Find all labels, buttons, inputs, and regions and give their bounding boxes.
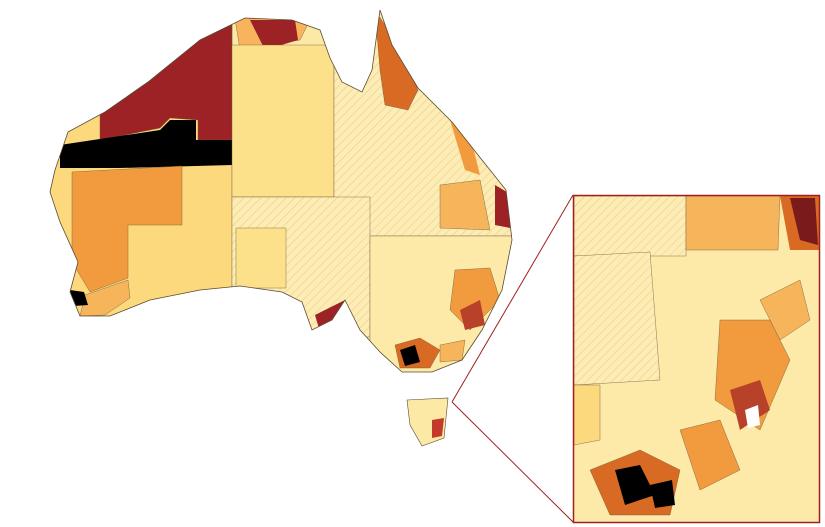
inset-region xyxy=(679,419,741,491)
inset-sa xyxy=(574,251,661,386)
region-pilbara xyxy=(60,120,232,168)
region-sydney xyxy=(460,300,485,330)
region-arnhem xyxy=(250,20,298,50)
region-melbourne xyxy=(400,345,420,366)
inset-map xyxy=(574,196,819,522)
region-sa-west xyxy=(235,227,287,289)
inset-region xyxy=(574,384,601,446)
inset-region xyxy=(730,380,770,430)
region-qld-east xyxy=(439,179,491,231)
inset-connector xyxy=(451,401,574,523)
inset-geelong xyxy=(650,480,675,508)
region-nt xyxy=(231,44,335,198)
inset-melbourne xyxy=(615,465,655,505)
inset-sydney-water xyxy=(745,405,760,428)
mainland xyxy=(50,10,512,372)
inset-qld xyxy=(574,196,687,257)
region-southwest xyxy=(79,279,131,317)
inset-region xyxy=(790,198,818,245)
inset-region xyxy=(685,196,781,251)
coastline xyxy=(49,9,513,373)
inset-connector xyxy=(451,194,574,403)
inset-region xyxy=(759,279,811,341)
inset-frame xyxy=(572,194,821,524)
region-coast-orange xyxy=(450,120,480,175)
tasmania-hobart xyxy=(432,418,444,438)
